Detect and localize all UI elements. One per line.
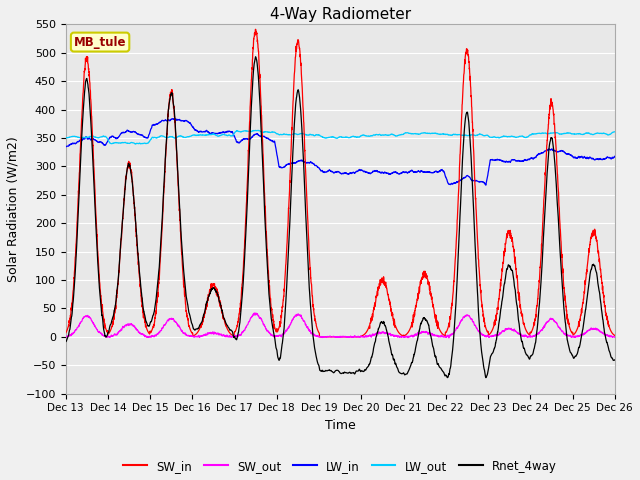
X-axis label: Time: Time (324, 419, 356, 432)
Text: MB_tule: MB_tule (74, 36, 126, 48)
Y-axis label: Solar Radiation (W/m2): Solar Radiation (W/m2) (7, 136, 20, 282)
Title: 4-Way Radiometer: 4-Way Radiometer (269, 7, 411, 22)
Legend: SW_in, SW_out, LW_in, LW_out, Rnet_4way: SW_in, SW_out, LW_in, LW_out, Rnet_4way (119, 455, 561, 477)
